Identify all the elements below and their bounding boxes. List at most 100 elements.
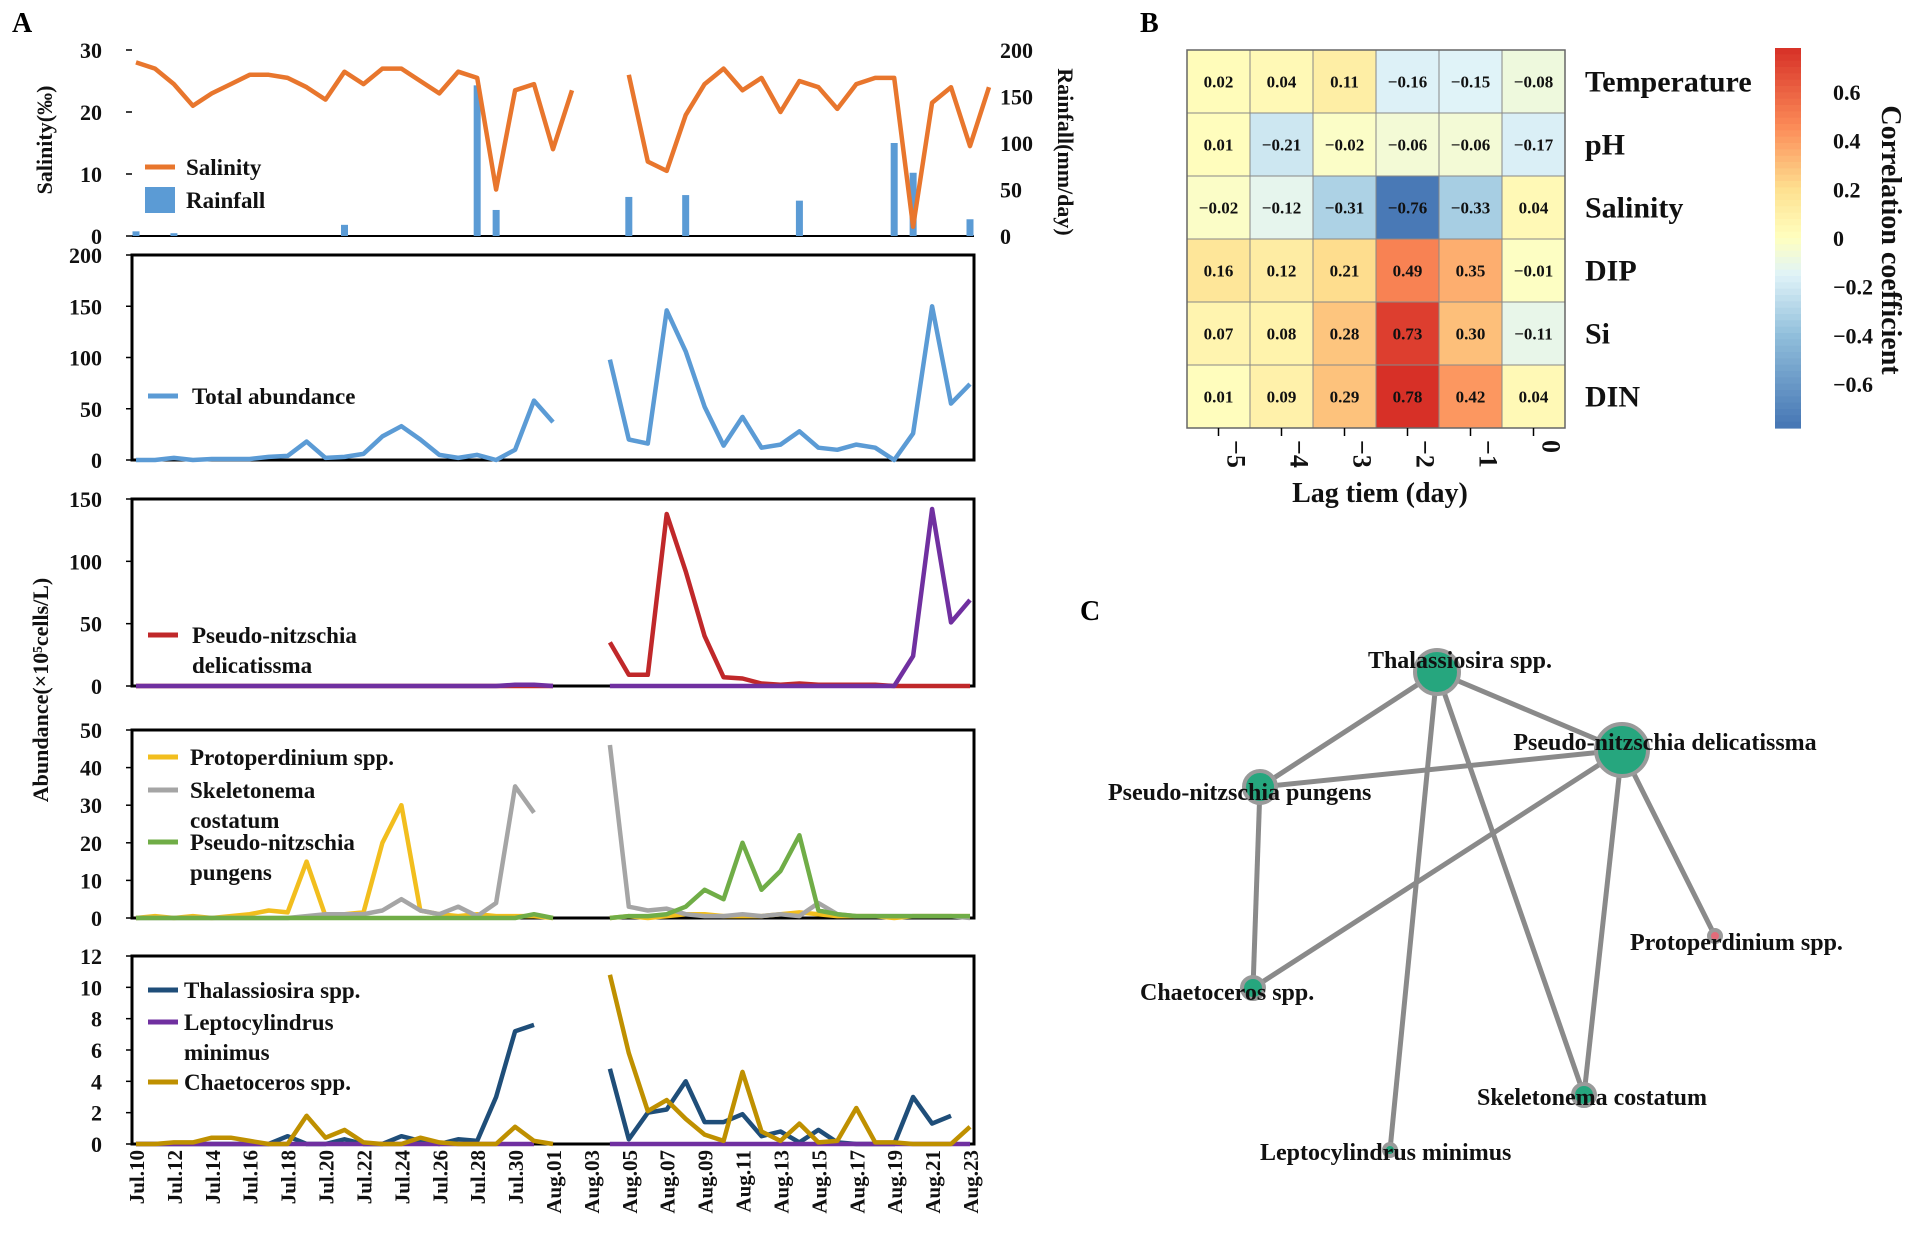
y-tick-label: 10 bbox=[80, 162, 102, 187]
colorbar-segment bbox=[1775, 92, 1801, 100]
colorbar-segment bbox=[1775, 263, 1801, 271]
x-tick-label: Aug.23 bbox=[959, 1150, 983, 1214]
panel-c-letter: C bbox=[1080, 596, 1100, 627]
heatmap-row-label: Salinity bbox=[1585, 192, 1683, 225]
heatmap-border bbox=[1186, 49, 1566, 429]
legend-total: Total abundance bbox=[148, 384, 355, 409]
y-tick-label: 0 bbox=[91, 224, 102, 249]
rainfall-bar bbox=[473, 85, 481, 236]
x-tick-label: Aug.15 bbox=[807, 1150, 831, 1214]
colorbar-segment bbox=[1775, 162, 1801, 169]
rainfall-bar bbox=[170, 233, 178, 236]
y2-tick-label: 50 bbox=[1000, 178, 1022, 203]
network-node-proto bbox=[1707, 928, 1723, 944]
colorbar-segment bbox=[1775, 73, 1801, 81]
legend-label-pn-1: Pseudo-nitzschia bbox=[192, 623, 357, 648]
x-tick-label: Jul.24 bbox=[390, 1150, 414, 1205]
colorbar-segment bbox=[1775, 149, 1801, 157]
y-tick-label: 50 bbox=[80, 397, 102, 422]
heatmap-row-label: Temperature bbox=[1585, 66, 1752, 99]
legend-bottom: Thalassiosira spp. Leptocylindrus minimu… bbox=[148, 978, 360, 1095]
colorbar-segment bbox=[1775, 206, 1801, 214]
colorbar-segment bbox=[1775, 377, 1801, 385]
y-tick-label: 10 bbox=[80, 868, 102, 893]
heatmap-cell-label: −0.02 bbox=[1325, 136, 1364, 155]
network-node-label: Protoperdinium spp. bbox=[1630, 930, 1843, 956]
y-tick-label: 150 bbox=[69, 294, 102, 319]
legend-pn: Pseudo-nitzschia delicatissma bbox=[148, 623, 357, 678]
network-node-pnd bbox=[1594, 722, 1650, 778]
x-tick-label: Aug.03 bbox=[580, 1150, 604, 1214]
heatmap-col-label: −4 bbox=[1285, 440, 1314, 468]
heatmap-cell-label: 0.04 bbox=[1519, 388, 1549, 407]
heatmap-cell-label: −0.33 bbox=[1451, 199, 1490, 218]
colorbar-segment bbox=[1775, 225, 1801, 233]
legend-mid: Protoperdinium spp. Skeletonema costatum… bbox=[148, 745, 394, 885]
legend-label-leptocylindrus-2: minimus bbox=[184, 1040, 270, 1065]
network-edge bbox=[1619, 748, 1718, 938]
heatmap-cell bbox=[1501, 175, 1566, 240]
rainfall-bar bbox=[341, 224, 348, 236]
legend-swatch-rainfall bbox=[145, 187, 175, 213]
legend-label-protoperdinium: Protoperdinium spp. bbox=[190, 745, 394, 770]
heatmap-cell-label: −0.16 bbox=[1388, 73, 1427, 92]
x-tick-label: Jul.18 bbox=[277, 1150, 301, 1204]
legend-label-thalassiosira: Thalassiosira spp. bbox=[184, 978, 360, 1003]
colorbar-segment bbox=[1775, 295, 1801, 302]
x-tick-label: Jul.30 bbox=[504, 1150, 528, 1204]
x-tick-label: Aug.19 bbox=[883, 1150, 907, 1214]
y-tick-label: 0 bbox=[91, 1132, 102, 1157]
y-tick-label: 10 bbox=[80, 975, 102, 1000]
panel-b: B 0.02 0.04 0.11 −0.16 −0.15 −0.08 Temperature… bbox=[1140, 8, 1906, 509]
heatmap-cell-label: −0.15 bbox=[1451, 73, 1490, 92]
heatmap-cell-label: 0.11 bbox=[1330, 73, 1359, 92]
colorbar-segment bbox=[1775, 79, 1801, 87]
y-tick-label: 20 bbox=[80, 831, 102, 856]
colorbar-segment bbox=[1775, 98, 1801, 106]
y-tick-label: 30 bbox=[80, 793, 102, 818]
heatmap-cell bbox=[1375, 301, 1440, 366]
series-line-salinity bbox=[135, 60, 992, 229]
x-tick-label: Aug.21 bbox=[921, 1150, 945, 1214]
colorbar-segment bbox=[1775, 345, 1801, 353]
heatmap-cell bbox=[1438, 112, 1503, 177]
rainfall-bar bbox=[966, 219, 974, 236]
network-edge bbox=[1581, 749, 1625, 1096]
legend-label-salinity: Salinity bbox=[186, 155, 262, 180]
heatmap-cell-label: 0.04 bbox=[1519, 199, 1549, 218]
network: Thalassiosira spp. Pseudo-nitzschia delic… bbox=[1108, 648, 1843, 1166]
panel-c: C Thalassiosira spp. Pseudo-nitzschia del… bbox=[1080, 596, 1843, 1166]
colorbar-tick-label: 0.4 bbox=[1833, 129, 1861, 154]
legend-label-total: Total abundance bbox=[192, 384, 355, 409]
salinity-axis-label: Salinity(‰) bbox=[32, 86, 57, 195]
series-line-leptocylindrus-minimus bbox=[136, 506, 972, 689]
heatmap-cell bbox=[1186, 238, 1251, 303]
x-tick-label: Aug.09 bbox=[694, 1150, 718, 1214]
heatmap-cell-label: −0.06 bbox=[1388, 136, 1427, 155]
heatmap-cell bbox=[1501, 112, 1566, 177]
x-tick-label: Jul.28 bbox=[466, 1150, 490, 1204]
network-node-thal bbox=[1413, 648, 1461, 696]
series-line-total-abundance bbox=[136, 304, 972, 463]
colorbar-segment bbox=[1775, 124, 1801, 131]
y-tick-label: 150 bbox=[69, 487, 102, 512]
heatmap-cell-label: −0.31 bbox=[1325, 199, 1364, 218]
network-node-skel bbox=[1571, 1082, 1597, 1108]
heatmap-cell-label: 0.08 bbox=[1267, 325, 1297, 344]
heatmap-xlabel: Lag tiem (day) bbox=[1292, 478, 1468, 509]
network-edge bbox=[1387, 671, 1440, 1151]
network-node-chaet bbox=[1240, 975, 1266, 1001]
colorbar-segment bbox=[1775, 390, 1801, 397]
heatmap-cell-label: −0.21 bbox=[1262, 136, 1301, 155]
legend-label-rainfall: Rainfall bbox=[186, 188, 265, 213]
heatmap-cell-label: 0.01 bbox=[1204, 388, 1234, 407]
heatmap-cell-label: 0.73 bbox=[1393, 325, 1423, 344]
colorbar-segment bbox=[1775, 219, 1801, 226]
x-tick-label: Jul.22 bbox=[352, 1150, 376, 1204]
heatmap-col-label: −3 bbox=[1348, 440, 1377, 468]
heatmap-cell bbox=[1375, 364, 1440, 429]
colorbar-segment bbox=[1775, 60, 1801, 68]
colorbar-tick-label: 0.6 bbox=[1833, 80, 1861, 105]
x-tick-label: Aug.01 bbox=[542, 1150, 566, 1214]
colorbar-segment bbox=[1775, 333, 1801, 340]
